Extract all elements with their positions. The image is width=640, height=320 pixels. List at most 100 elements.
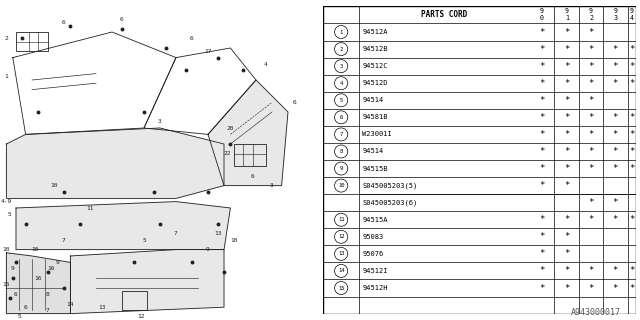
Text: *: * <box>539 44 545 53</box>
Text: *: * <box>564 96 570 105</box>
Text: *: * <box>564 249 570 258</box>
Text: *: * <box>629 130 634 139</box>
Text: *: * <box>539 147 545 156</box>
Text: 5: 5 <box>340 98 343 103</box>
Text: *: * <box>539 215 545 224</box>
Text: 10: 10 <box>338 183 344 188</box>
Text: *: * <box>564 62 570 71</box>
Text: 15: 15 <box>338 285 344 291</box>
Text: *: * <box>612 267 618 276</box>
Text: 3: 3 <box>340 64 343 68</box>
Text: 8: 8 <box>340 149 343 154</box>
Text: *: * <box>564 28 570 36</box>
Text: 9: 9 <box>340 166 343 171</box>
Text: 11: 11 <box>86 205 93 211</box>
Text: *: * <box>539 284 545 292</box>
Text: *: * <box>564 130 570 139</box>
Text: *: * <box>588 113 594 122</box>
Text: 94514: 94514 <box>362 97 383 103</box>
Text: PARTS CORD: PARTS CORD <box>421 11 467 20</box>
Text: 2: 2 <box>340 47 343 52</box>
Text: S045005203(5): S045005203(5) <box>362 182 417 189</box>
Text: 14: 14 <box>338 268 344 273</box>
Text: 2: 2 <box>4 36 8 41</box>
Text: *: * <box>564 113 570 122</box>
Text: 6: 6 <box>251 173 255 179</box>
Text: *: * <box>588 79 594 88</box>
Text: 10: 10 <box>31 247 39 252</box>
Text: 6: 6 <box>292 100 296 105</box>
Text: 16: 16 <box>35 276 42 281</box>
Text: 16: 16 <box>47 266 55 271</box>
Text: 10: 10 <box>3 247 10 252</box>
Text: 9: 9 <box>206 247 210 252</box>
Text: *: * <box>588 267 594 276</box>
Text: 15: 15 <box>3 282 10 287</box>
Text: *: * <box>629 267 634 276</box>
Text: *: * <box>564 232 570 241</box>
Text: *: * <box>612 147 618 156</box>
Bar <box>16 32 48 51</box>
Text: 5: 5 <box>8 212 12 217</box>
Text: 6: 6 <box>14 292 18 297</box>
Text: *: * <box>629 215 634 224</box>
Text: *: * <box>588 44 594 53</box>
Text: *: * <box>564 215 570 224</box>
Text: 94512C: 94512C <box>362 63 388 69</box>
Text: 94515A: 94515A <box>362 217 388 223</box>
Text: 4: 4 <box>340 81 343 86</box>
Text: 10: 10 <box>51 183 58 188</box>
Text: 11: 11 <box>338 217 344 222</box>
Text: 8: 8 <box>46 292 50 297</box>
Text: 6: 6 <box>24 305 28 310</box>
Bar <box>122 291 147 310</box>
Text: 12: 12 <box>338 234 344 239</box>
Polygon shape <box>6 128 224 198</box>
Text: *: * <box>612 62 618 71</box>
Text: *: * <box>612 130 618 139</box>
Polygon shape <box>70 250 224 314</box>
Text: *: * <box>539 96 545 105</box>
Text: 9: 9 <box>56 260 60 265</box>
Text: 94512D: 94512D <box>362 80 388 86</box>
Text: 5: 5 <box>17 314 21 319</box>
Text: 94512A: 94512A <box>362 29 388 35</box>
Text: *: * <box>539 62 545 71</box>
Text: *: * <box>629 79 634 88</box>
Text: *: * <box>564 147 570 156</box>
Text: 5: 5 <box>142 237 146 243</box>
Text: 9
2: 9 2 <box>589 8 593 21</box>
Text: *: * <box>612 113 618 122</box>
Text: 3: 3 <box>158 119 162 124</box>
Text: *: * <box>629 284 634 292</box>
Text: 9
3: 9 3 <box>613 8 617 21</box>
Text: *: * <box>539 79 545 88</box>
Text: *: * <box>588 284 594 292</box>
Text: *: * <box>539 130 545 139</box>
Text: 95076: 95076 <box>362 251 383 257</box>
Text: 9
1: 9 1 <box>565 8 569 21</box>
Text: 7: 7 <box>62 237 66 243</box>
Text: 1: 1 <box>4 74 8 79</box>
Text: *: * <box>588 28 594 36</box>
Text: *: * <box>612 284 618 292</box>
Text: *: * <box>564 79 570 88</box>
Text: *: * <box>539 232 545 241</box>
Text: S045005203(6): S045005203(6) <box>362 199 417 206</box>
Text: 9
0: 9 0 <box>540 8 544 21</box>
Text: *: * <box>539 267 545 276</box>
Text: 20: 20 <box>227 125 234 131</box>
Text: *: * <box>612 44 618 53</box>
Text: 3: 3 <box>270 183 274 188</box>
Text: *: * <box>564 164 570 173</box>
Text: 94512B: 94512B <box>362 46 388 52</box>
Text: 1: 1 <box>340 29 343 35</box>
Text: 9: 9 <box>11 266 15 271</box>
Text: 6: 6 <box>120 17 124 22</box>
Text: *: * <box>588 164 594 173</box>
Text: *: * <box>612 198 618 207</box>
Text: 7: 7 <box>46 308 50 313</box>
Text: *: * <box>588 96 594 105</box>
Text: 13: 13 <box>99 305 106 310</box>
Text: 9
4: 9 4 <box>630 8 634 21</box>
